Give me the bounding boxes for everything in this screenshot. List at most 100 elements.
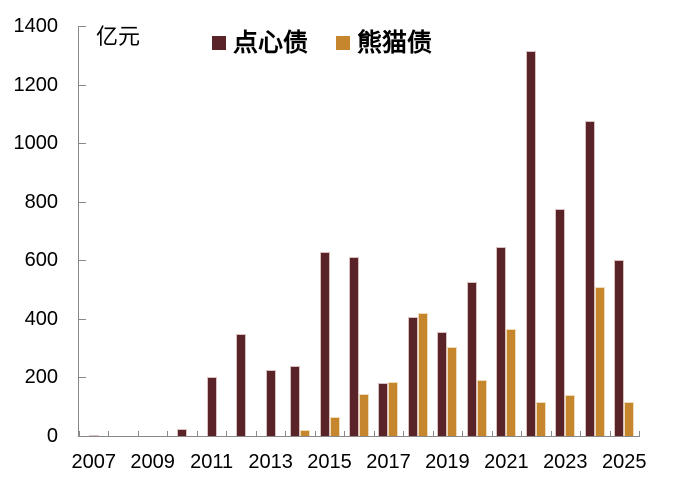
x-axis-tick [314,431,316,436]
bar-group-2024 [580,26,609,436]
x-axis-tick-label: 2019 [425,451,470,473]
x-axis-line [78,436,640,437]
bar-点心债-2021 [496,247,507,436]
y-axis-tick [79,260,86,262]
bar-group-2017 [374,26,403,436]
x-axis-tick [491,431,493,436]
x-axis-tick [226,431,228,436]
y-axis-tick-label: 1000 [13,132,59,155]
bar-group-2014 [285,26,314,436]
x-axis-tick [462,431,464,436]
bar-熊猫债-2018 [417,313,428,436]
bar-熊猫债-2020 [476,380,487,436]
bar-熊猫债-2024 [594,286,605,436]
bar-熊猫债-2022 [535,402,546,436]
y-axis-tick-label: 600 [24,249,58,272]
x-axis-tick [403,431,405,436]
bar-group-2021 [492,26,521,436]
bar-group-2016 [344,26,373,436]
x-axis-tick [373,431,375,436]
y-axis-tick [79,26,86,27]
bar-熊猫债-2015 [329,416,340,436]
y-axis-tick-label: 1400 [13,15,59,37]
bar-group-2018 [403,26,432,436]
y-axis-tick [79,377,86,379]
bar-熊猫债-2023 [565,395,576,436]
y-axis-tick-label: 1200 [13,73,59,96]
bar-熊猫债-2021 [506,329,517,436]
bar-熊猫债-2017 [388,381,399,436]
y-axis-tick [79,143,86,145]
bar-group-2009 [138,26,167,436]
bar-熊猫债-2014 [300,430,311,436]
bar-点心债-2023 [555,209,566,436]
x-axis-tick-label: 2013 [248,451,293,473]
bar-点心债-2020 [466,282,477,436]
x-axis-tick [255,431,257,436]
bar-group-2011 [197,26,226,436]
y-axis-tick-label: 0 [46,425,58,447]
x-axis-tick [580,431,582,436]
y-axis-tick-label: 400 [24,307,58,330]
bar-group-2008 [108,26,137,436]
bar-点心债-2024 [584,121,595,436]
bar-group-2022 [521,26,550,436]
x-axis-tick [108,431,110,436]
legend-item-panda: 熊猫债 [336,30,432,56]
x-axis-tick [609,431,611,436]
bar-熊猫债-2016 [358,393,369,436]
bar-group-2020 [462,26,491,436]
legend-item-dianxin: 点心债 [212,30,308,56]
bar-点心债-2022 [525,50,536,436]
x-axis-tick-label: 2007 [71,451,116,473]
x-axis-tick [167,431,169,436]
legend-swatch-dianxin [212,36,226,50]
bar-熊猫债-2019 [447,346,458,436]
x-axis-tick [639,431,640,436]
x-axis-tick-label: 2011 [190,451,234,473]
legend-swatch-panda [336,36,351,50]
x-axis-tick-label: 2021 [484,451,529,473]
bar-group-2012 [226,26,255,436]
x-axis-tick-label: 2025 [602,451,647,473]
x-axis-tick-label: 2017 [366,451,411,473]
bar-点心债-2013 [265,370,276,436]
bar-group-2023 [551,26,580,436]
x-axis-tick-label: 2015 [307,451,352,473]
y-axis-tick [79,318,86,320]
x-axis-tick [344,431,346,436]
bar-点心债-2011 [206,377,217,436]
bar-group-2015 [315,26,344,436]
y-axis-tick-label: 800 [24,190,58,213]
bar-点心债-2017 [378,383,389,436]
bar-group-2010 [167,26,196,436]
x-axis-tick [137,431,139,436]
x-axis-tick [521,431,523,436]
bar-点心债-2014 [290,365,301,436]
bar-group-2025 [610,26,639,436]
x-axis-tick [432,431,434,436]
x-axis-tick-label: 2023 [543,451,588,473]
bar-点心债-2012 [236,333,247,436]
y-axis-tick [79,84,86,86]
bar-点心债-2018 [407,317,418,436]
bar-group-2013 [256,26,285,436]
legend-label-panda: 熊猫债 [357,29,433,57]
x-axis-tick [285,431,287,436]
x-axis-tick [196,431,198,436]
x-axis-tick [550,431,552,436]
y-axis-tick [79,201,86,203]
y-axis-tick-label: 200 [24,366,58,389]
y-axis-line [78,26,79,437]
legend-label-dianxin: 点心债 [233,29,309,57]
bar-group-2007 [79,26,108,436]
y-axis-unit-label: 亿元 [96,24,141,49]
bar-点心债-2007 [88,434,99,436]
bar-点心债-2025 [614,260,625,436]
x-axis-tick [79,431,80,436]
bar-点心债-2019 [437,332,448,436]
bar-点心债-2016 [348,257,359,436]
bar-熊猫债-2025 [624,402,635,436]
bar-点心债-2010 [177,428,188,436]
